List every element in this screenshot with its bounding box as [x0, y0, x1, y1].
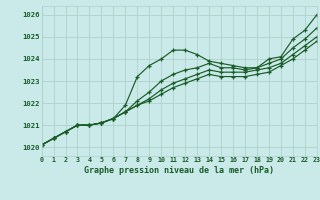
X-axis label: Graphe pression niveau de la mer (hPa): Graphe pression niveau de la mer (hPa)	[84, 166, 274, 175]
